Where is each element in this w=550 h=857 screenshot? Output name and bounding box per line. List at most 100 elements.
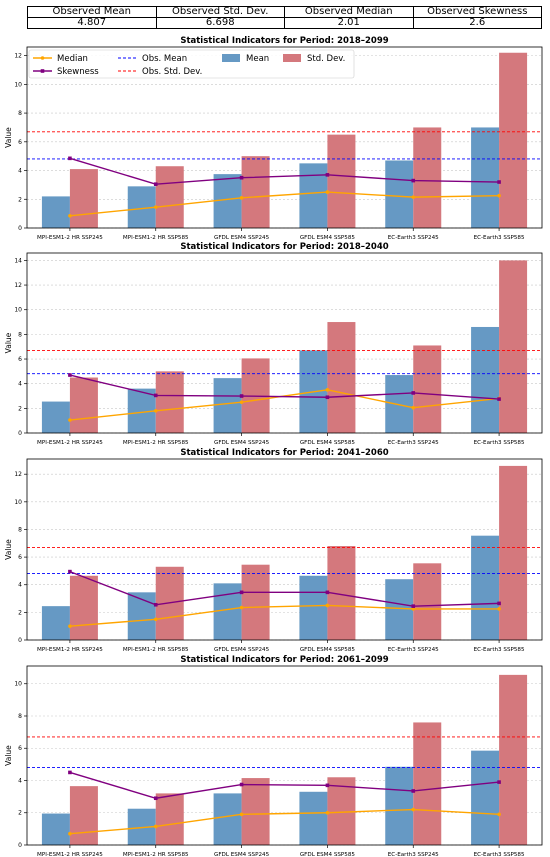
plot-frame (26, 665, 543, 846)
chart-title: Statistical Indicators for Period: 2018–… (180, 242, 388, 252)
x-tick-label: GFDL ESM4 SSP585 (300, 647, 356, 653)
y-axis-label: Value (4, 127, 13, 148)
skewness-point (239, 590, 244, 595)
skewness-point (411, 178, 416, 183)
median-point (153, 617, 158, 622)
chart-title: Statistical Indicators for Period: 2061–… (180, 655, 388, 665)
y-tick-label: 4 (18, 777, 22, 784)
y-tick-label: 10 (14, 681, 22, 688)
std-bar (69, 575, 98, 640)
y-tick-label: 4 (18, 381, 22, 388)
y-tick-label: 12 (14, 53, 22, 60)
median-point (153, 824, 158, 829)
chart-title: Statistical Indicators for Period: 2018–… (180, 36, 388, 46)
mean-bar (41, 813, 70, 845)
skewness-point (497, 397, 501, 401)
legend-frame (28, 49, 355, 79)
median-point (239, 400, 244, 404)
mean-bar (41, 606, 70, 640)
skewness-line (69, 374, 500, 400)
chart-legend: Median Skewness Obs. Mean Obs. Std. Dev. Mea… (28, 49, 355, 79)
chart-panel-4: Statistical Indicators for Period: 2061–… (4, 655, 543, 857)
std-bar (499, 465, 528, 640)
mean-bar (299, 163, 328, 228)
std-bar (155, 371, 184, 433)
mean-bar (471, 750, 500, 845)
median-point (411, 195, 416, 199)
median-point (239, 196, 244, 200)
y-tick-label: 0 (18, 842, 22, 849)
median-point (68, 213, 72, 218)
skewness-point (497, 601, 501, 606)
observed-stats-header-row: Observed Mean Observed Std. Dev. Observe… (27, 6, 542, 18)
mean-bar (41, 196, 70, 228)
mean-bar (213, 583, 242, 640)
skewness-point (411, 789, 416, 793)
median-point (68, 418, 72, 422)
std-bar (69, 169, 98, 228)
skewness-point (411, 391, 416, 395)
y-tick-label: 10 (14, 307, 22, 314)
plot-frame (26, 252, 543, 434)
y-tick-label: 4 (18, 582, 22, 589)
y-tick-label: 0 (18, 637, 22, 644)
std-bar (69, 377, 98, 433)
x-tick-label: GFDL ESM4 SSP245 (214, 647, 270, 653)
x-tick-label: MPI-ESM1-2 HR SSP585 (123, 852, 189, 857)
legend-median-label: Median (57, 54, 88, 64)
x-tick-label: MPI-ESM1-2 HR SSP245 (37, 440, 103, 446)
median-point (497, 812, 501, 817)
plot-frame (26, 46, 543, 229)
y-tick-label: 2 (18, 810, 22, 817)
median-point (325, 388, 330, 392)
x-tick-label: MPI-ESM1-2 HR SSP245 (37, 852, 103, 857)
x-tick-label: GFDL ESM4 SSP585 (300, 852, 356, 857)
x-tick-label: GFDL ESM4 SSP245 (214, 440, 270, 446)
std-bar (241, 156, 270, 228)
x-tick-label: EC-Earth3 SSP245 (388, 647, 439, 653)
chart-panel-1: Statistical Indicators for Period: 2018–… (4, 36, 543, 241)
skewness-point (153, 602, 158, 607)
y-axis-label: Value (4, 332, 13, 353)
x-tick-label: EC-Earth3 SSP585 (474, 440, 525, 446)
median-line (69, 604, 500, 627)
y-tick-label: 8 (18, 713, 22, 720)
std-bar (413, 563, 442, 640)
x-tick-label: MPI-ESM1-2 HR SSP585 (123, 440, 189, 446)
std-bar (413, 127, 442, 228)
skewness-line (69, 157, 500, 185)
mean-bar (385, 766, 414, 845)
median-point (411, 405, 416, 410)
y-tick-label: 8 (18, 526, 22, 533)
x-tick-label: MPI-ESM1-2 HR SSP245 (37, 235, 103, 241)
chart-title: Statistical Indicators for Period: 2041–… (180, 448, 388, 458)
mean-bar (471, 326, 500, 433)
skewness-line (69, 570, 500, 607)
median-point (239, 605, 244, 610)
legend-skewness-marker (40, 69, 45, 73)
legend-skewness-label: Skewness (57, 67, 99, 77)
skewness-point (497, 780, 501, 784)
x-tick-label: EC-Earth3 SSP585 (474, 852, 525, 857)
legend-mean-label: Mean (246, 54, 269, 64)
median-point (325, 810, 330, 815)
observed-stats-value-row: 4.807 6.698 2.01 2.6 (27, 17, 542, 29)
chart-panel-3: Statistical Indicators for Period: 2041–… (4, 448, 543, 653)
x-tick-label: MPI-ESM1-2 HR SSP585 (123, 647, 189, 653)
plot-frame (26, 458, 543, 641)
skewness-point (68, 156, 72, 161)
skewness-point (68, 373, 72, 377)
observed-std-value: 6.698 (155, 17, 285, 29)
x-tick-label: EC-Earth3 SSP245 (388, 440, 439, 446)
median-point (411, 807, 416, 812)
legend-std-label: Std. Dev. (307, 54, 345, 64)
skewness-point (497, 180, 501, 184)
mean-bar (213, 378, 242, 433)
std-bar (241, 778, 270, 845)
x-tick-label: GFDL ESM4 SSP245 (214, 852, 270, 857)
skewness-point (239, 175, 244, 180)
y-tick-label: 2 (18, 405, 22, 412)
median-point (325, 190, 330, 194)
x-tick-label: EC-Earth3 SSP245 (388, 852, 439, 857)
